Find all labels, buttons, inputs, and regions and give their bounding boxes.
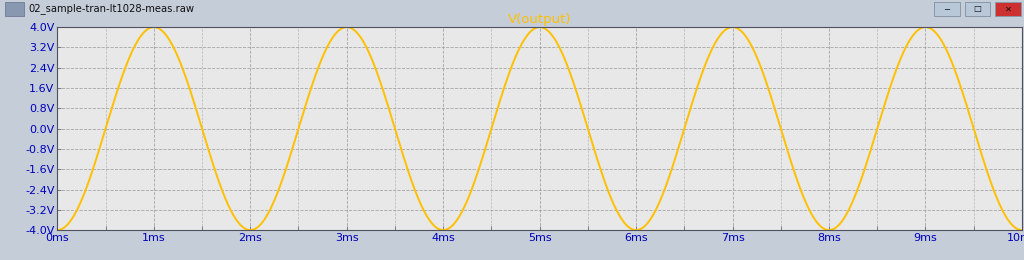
Text: □: □ (974, 4, 981, 14)
Title: V(output): V(output) (508, 13, 571, 26)
Text: 02_sample-tran-lt1028-meas.raw: 02_sample-tran-lt1028-meas.raw (29, 4, 195, 15)
Text: ✕: ✕ (1005, 4, 1012, 14)
FancyBboxPatch shape (934, 2, 959, 16)
FancyBboxPatch shape (995, 2, 1021, 16)
FancyBboxPatch shape (965, 2, 990, 16)
Text: ─: ─ (944, 4, 949, 14)
Bar (5, 2, 24, 16)
